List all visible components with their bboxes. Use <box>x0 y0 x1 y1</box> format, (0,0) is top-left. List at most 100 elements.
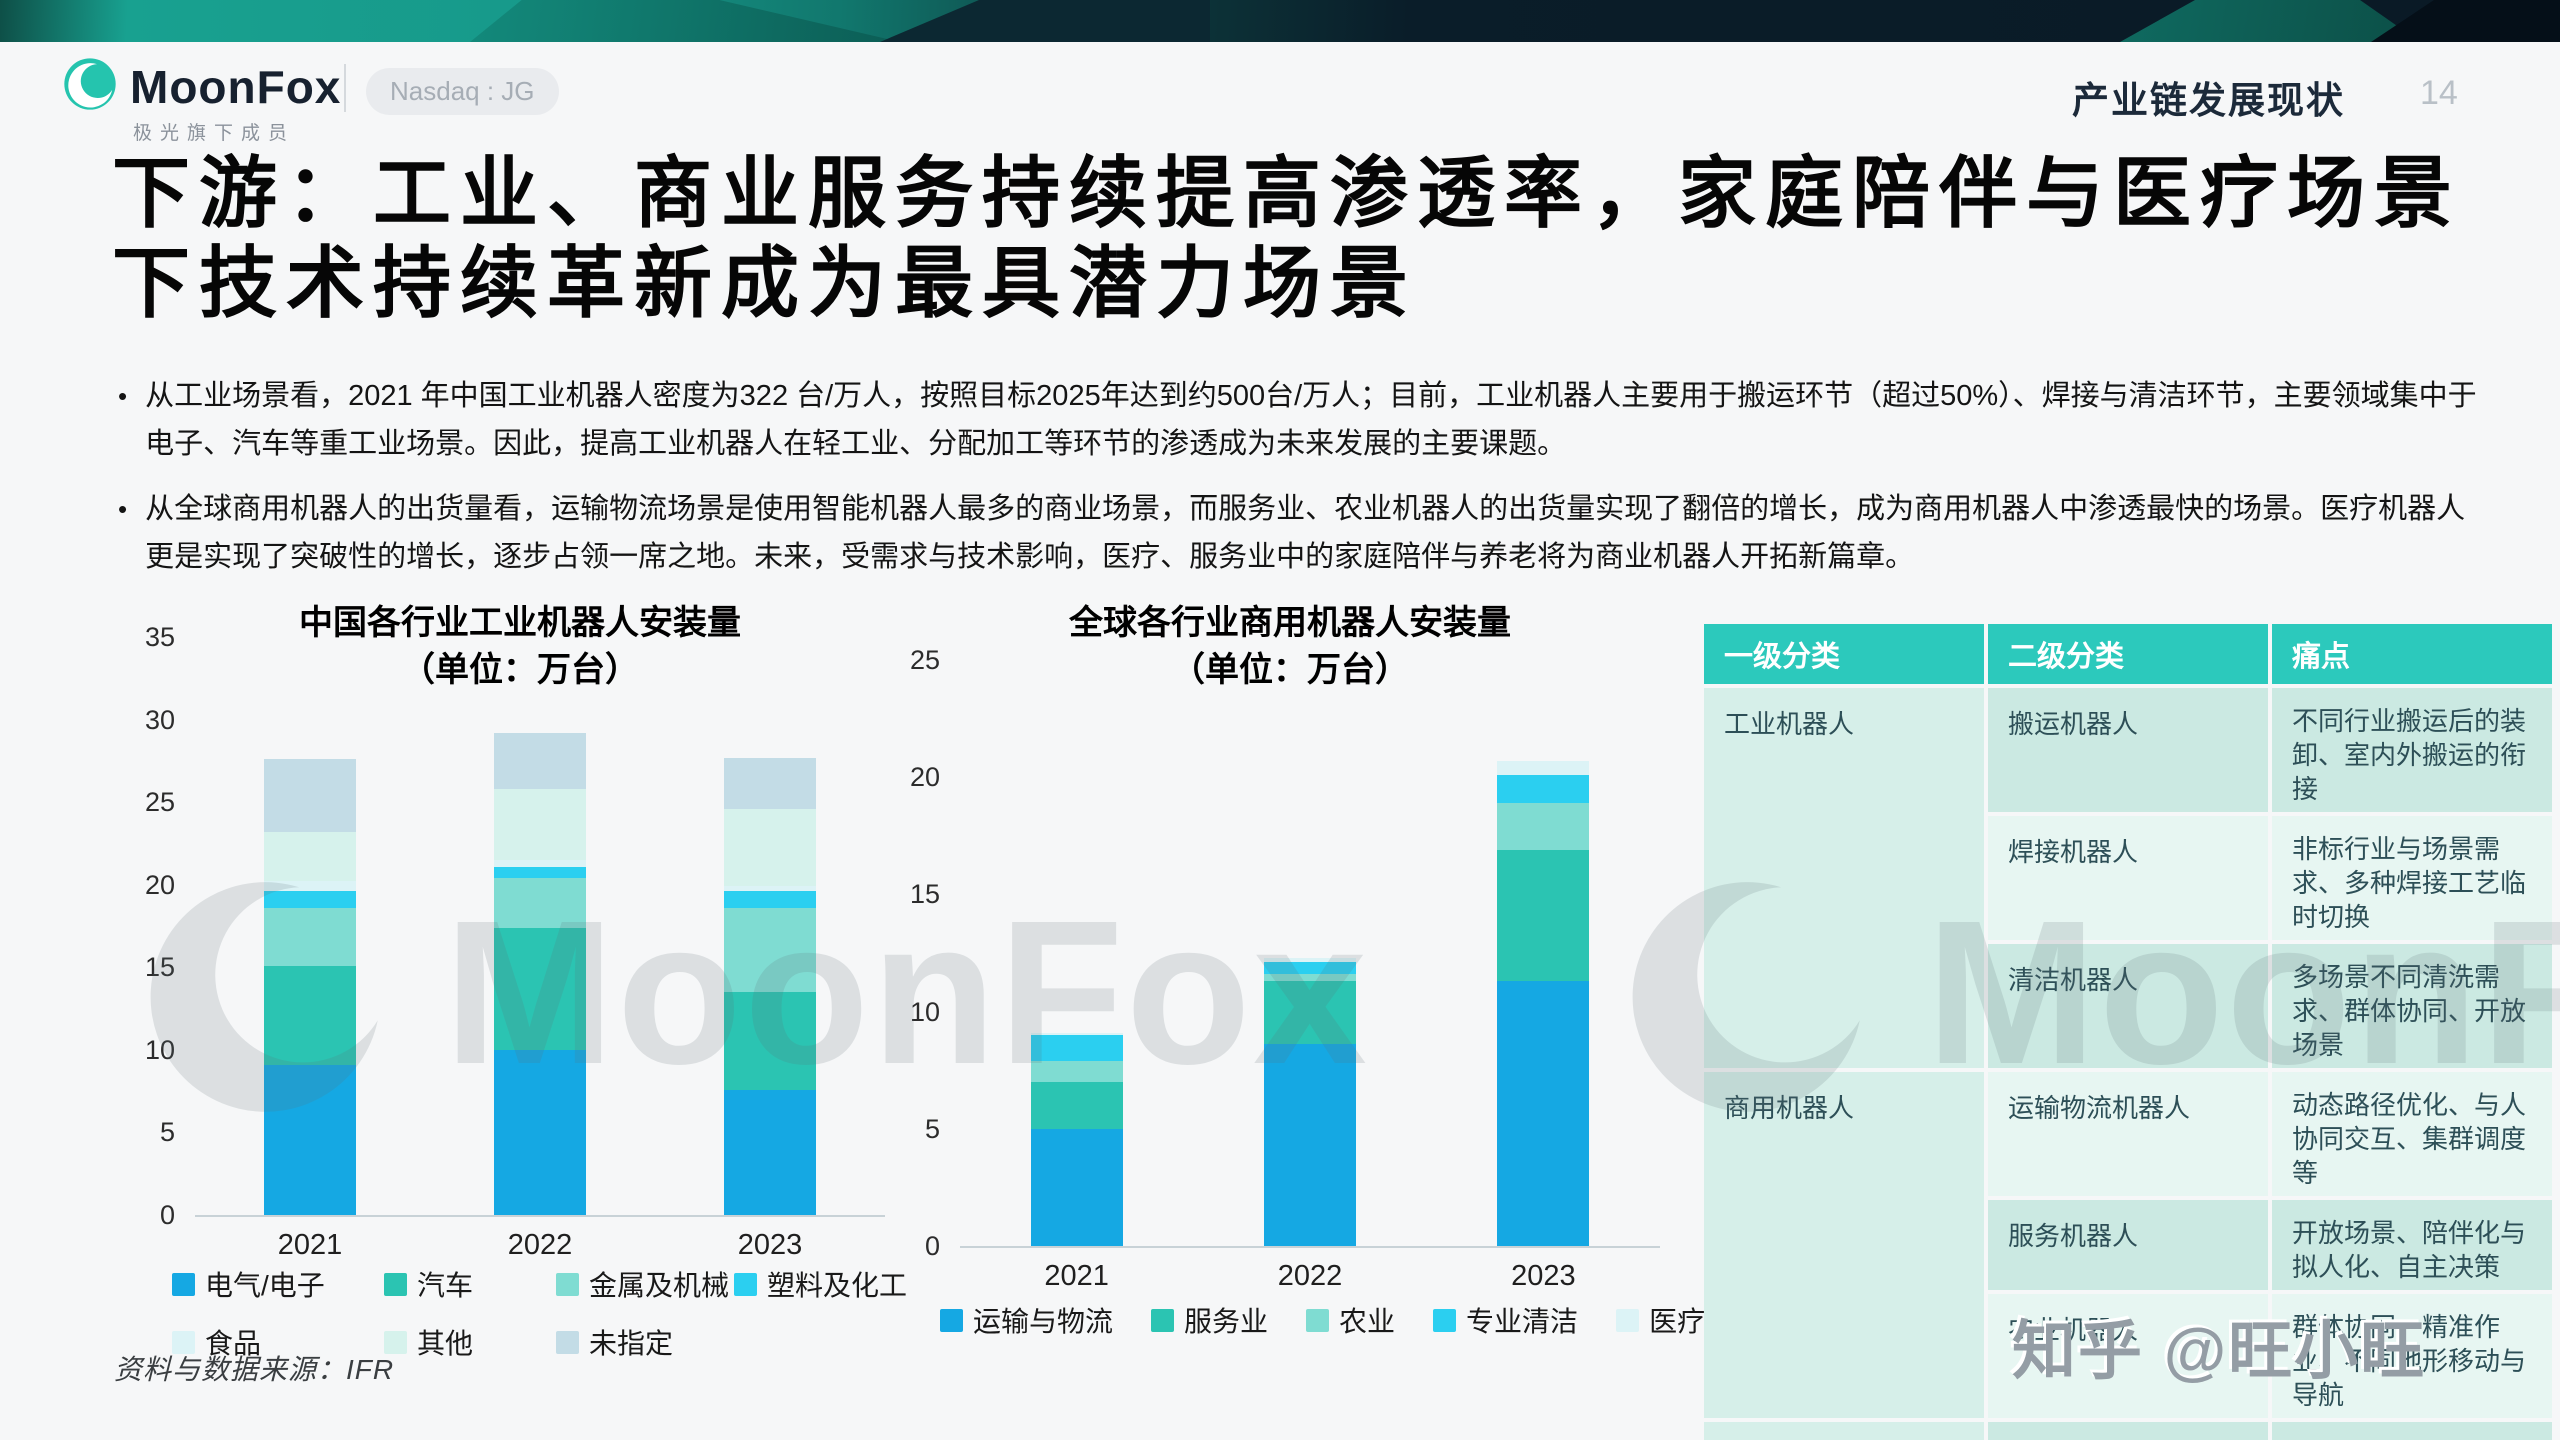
table-pain-cell: 群体协同、精准作业、不同地形移动与导航 <box>2272 1294 2552 1418</box>
y-axis-tick-label: 5 <box>159 1117 175 1148</box>
bar-segment <box>264 831 356 882</box>
legend-swatch-icon <box>1433 1308 1457 1332</box>
legend-item: 服务业 <box>1151 1300 1268 1340</box>
bar-segment <box>724 992 816 1090</box>
table-pain-cell: 多场景不同清洗需求、群体协同、开放场景 <box>2272 944 2552 1068</box>
stacked-bar-2022 <box>494 732 586 1215</box>
y-axis-tick-label: 0 <box>924 1231 940 1261</box>
y-axis-tick-label: 35 <box>144 622 175 652</box>
bar-segment <box>494 866 586 879</box>
table-row: 服务机器人 开放场景、陪伴化与拟人化、自主决策 <box>1704 1200 2552 1290</box>
bullet-item: • 从工业场景看，2021 年中国工业机器人密度为322 台/万人，按照目标20… <box>118 372 2493 468</box>
legend-label: 运输与物流 <box>973 1306 1114 1337</box>
chart-title-text: 中国各行业工业机器人安装量 <box>299 604 741 642</box>
bar-segment <box>494 859 586 867</box>
moonfox-logo-icon <box>62 56 118 112</box>
legend-swatch-icon <box>384 1330 407 1354</box>
table-pain-cell: 不同行业搬运后的装卸、室内外搬运的衔接 <box>2272 688 2552 812</box>
bar-segment <box>1497 760 1590 775</box>
legend-label: 其他 <box>417 1328 474 1359</box>
legend-label: 塑料及化工 <box>767 1270 908 1301</box>
legend-swatch-icon <box>172 1330 195 1354</box>
table-type-cell: 手术机器人 <box>1988 1422 2268 1440</box>
bullet-dot-icon: • <box>118 381 128 411</box>
bar-segment <box>1030 1128 1123 1246</box>
y-axis-tick-label: 0 <box>159 1200 175 1230</box>
legend-label: 汽车 <box>417 1270 474 1301</box>
legend-item: 电气/电子 <box>172 1264 384 1304</box>
bar-segment <box>724 1089 816 1215</box>
y-axis-tick-label: 5 <box>924 1113 940 1144</box>
bar-segment <box>264 1064 356 1215</box>
legend-swatch-icon <box>734 1272 757 1296</box>
table-row: 清洁机器人 多场景不同清洗需求、群体协同、开放场景 <box>1704 944 2552 1068</box>
stacked-bar-2021 <box>1030 1032 1123 1246</box>
bar-segment <box>494 927 586 1050</box>
bar-segment <box>724 808 816 887</box>
bar-segment <box>1264 1044 1356 1246</box>
x-axis-category-label: 2022 <box>507 1229 573 1261</box>
bar-segment <box>494 878 586 928</box>
table-type-cell: 搬运机器人 <box>1988 688 2268 812</box>
y-axis-tick-label: 30 <box>144 704 175 735</box>
bar-segment <box>264 907 356 966</box>
stacked-bar-2023 <box>1497 760 1590 1246</box>
y-axis-tick-label: 25 <box>909 645 940 675</box>
bar-segment <box>494 1049 586 1215</box>
zhihu-credit-watermark: 知乎 @旺小旺 <box>2012 1315 2427 1387</box>
y-axis-tick-label: 25 <box>144 787 175 818</box>
bar-segment <box>1264 981 1356 1045</box>
legend-label: 金属及机械 <box>589 1270 730 1301</box>
chart-title: 中国各行业工业机器人安装量 （单位：万台） <box>170 600 870 694</box>
top-banner <box>0 0 2560 42</box>
bar-segment <box>1264 957 1356 963</box>
y-axis-tick-label: 10 <box>144 1034 175 1065</box>
legend-item: 金属及机械 <box>556 1264 734 1304</box>
y-axis-tick-label: 15 <box>144 952 175 983</box>
banner-facet <box>470 0 900 42</box>
legend-label: 未指定 <box>589 1328 674 1359</box>
legend-swatch-icon <box>1306 1308 1330 1332</box>
bar-segment <box>494 732 586 789</box>
chart-unit-label: （单位：万台） <box>1171 651 1409 689</box>
bar-segment <box>1030 1081 1123 1129</box>
table-group-cell: 工业机器人 <box>1704 688 1984 1068</box>
legend-item: 运输与物流 <box>940 1300 1113 1340</box>
bar-segment <box>264 759 356 832</box>
brand-subtitle: 极光旗下成员 <box>133 123 296 144</box>
stacked-bar-2022 <box>1264 957 1356 1246</box>
y-axis-tick-label: 20 <box>144 869 175 900</box>
bar-segment <box>264 965 356 1065</box>
legend-swatch-icon <box>556 1330 579 1354</box>
source-note: 资料与数据来源：IFR <box>114 1354 395 1385</box>
y-axis-tick-label: 10 <box>909 996 940 1027</box>
table-row: 焊接机器人 非标行业与场景需求、多种焊接工艺临时切换 <box>1704 816 2552 940</box>
x-axis-category-label: 2021 <box>277 1229 343 1261</box>
chart-plot-area: 0 5 10 15 20 25 30 35 2021 2022 2023 <box>145 622 885 1261</box>
x-axis-category-label: 2022 <box>1277 1260 1343 1292</box>
legend-swatch-icon <box>1616 1308 1640 1332</box>
table-pain-cell: 非标行业与场景需求、多种焊接工艺临时切换 <box>2272 816 2552 940</box>
brand-name: MoonFox <box>130 61 342 113</box>
legend-item: 汽车 <box>384 1264 556 1304</box>
legend-swatch-icon <box>1151 1308 1175 1332</box>
bar-segment <box>1264 974 1356 982</box>
legend-item: 未指定 <box>556 1322 734 1362</box>
table-group-cell: 医疗机器人 <box>1704 1422 1984 1440</box>
bar-segment <box>1264 962 1356 975</box>
table-row: 商用机器人 运输物流机器人 动态路径优化、与人协同交互、集群调度等 <box>1704 1072 2552 1418</box>
chart-legend: 电气/电子 汽车 金属及机械 塑料及化工食品 其他 未指定 <box>172 1264 907 1362</box>
legend-item: 食品 <box>172 1322 384 1362</box>
table-type-cell: 运输物流机器人 <box>1988 1072 2268 1196</box>
pain-table: 一级分类 二级分类 痛点 工业机器人 搬运机器人 不同行业搬运后的装卸、室内外搬运的衔接… <box>1700 620 2556 1440</box>
legend-item: 专业清洁 <box>1433 1300 1578 1340</box>
legend-item: 其他 <box>384 1322 556 1362</box>
stacked-bar-2021 <box>264 759 356 1215</box>
table-type-cell: 焊接机器人 <box>1988 816 2268 940</box>
table-type-cell: 清洁机器人 <box>1988 944 2268 1068</box>
bar-segment <box>1030 1035 1123 1061</box>
table-pain-cell: 动态路径优化、与人协同交互、集群调度等 <box>2272 1072 2552 1196</box>
table-header-cell: 一级分类 <box>1704 624 1984 684</box>
x-axis-category-label: 2023 <box>1511 1260 1576 1292</box>
chart-title-text: 全球各行业商用机器人安装量 <box>1069 604 1511 642</box>
